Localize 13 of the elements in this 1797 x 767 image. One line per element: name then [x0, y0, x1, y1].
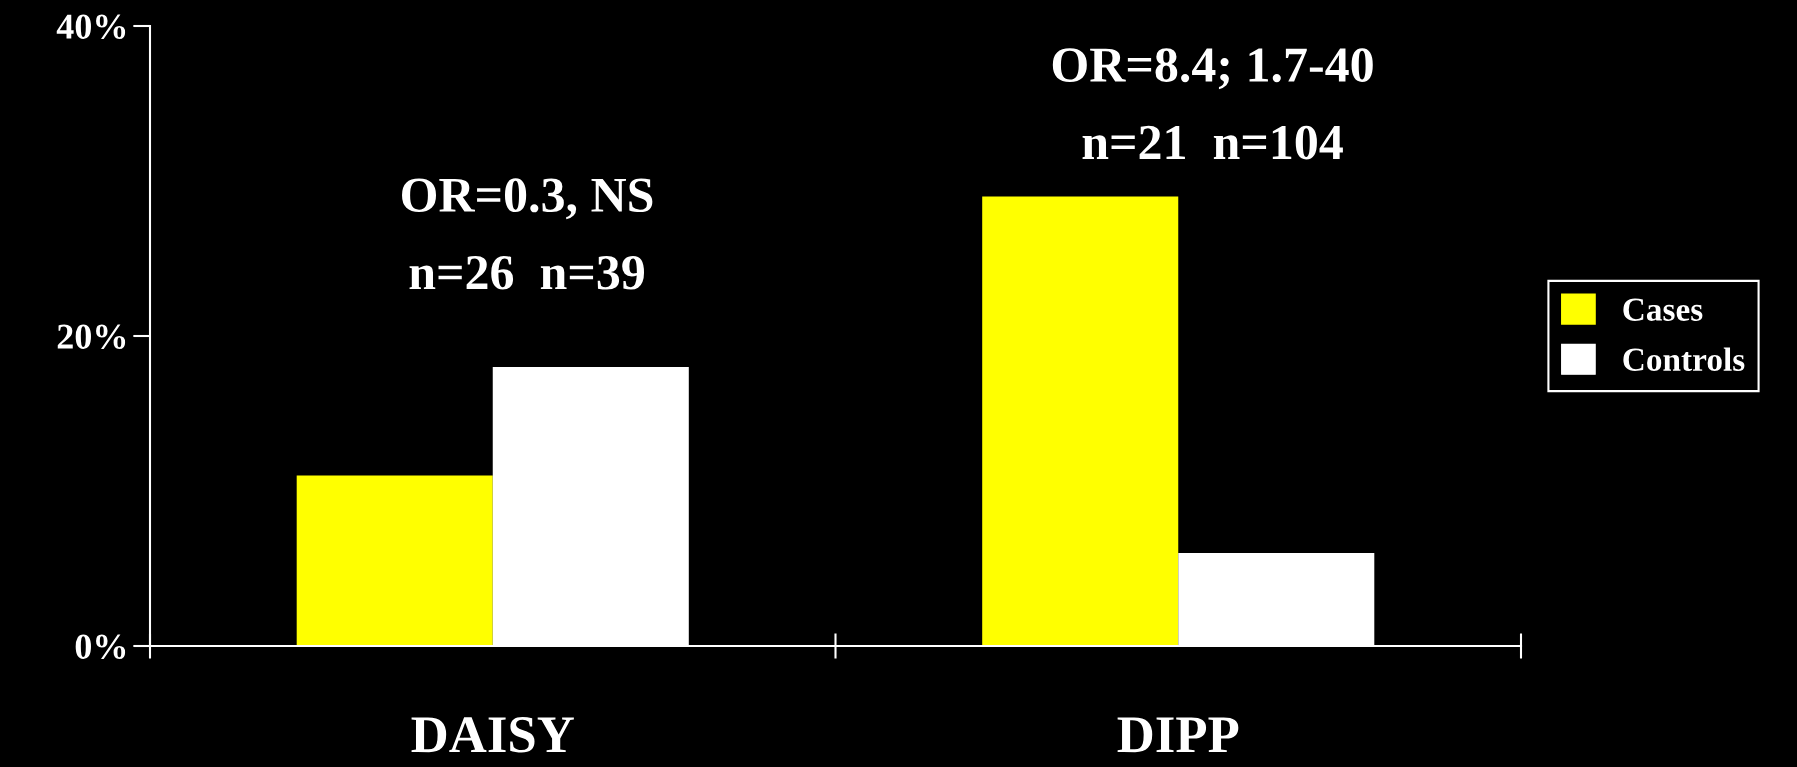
- bar: [296, 475, 493, 646]
- annotation: OR=8.4; 1.7-40: [1052, 48, 1373, 90]
- annotation: n=26 n=39: [409, 256, 645, 290]
- bar: [982, 196, 1179, 646]
- legend-label: Controls: [1623, 347, 1745, 371]
- y-tick-label: 40%: [56, 14, 126, 39]
- y-tick-label: 0%: [75, 634, 126, 659]
- x-tick-label: DIPP: [1117, 717, 1239, 753]
- annotation: OR=0.3, NS: [402, 178, 653, 220]
- y-tick-label: 20%: [57, 324, 126, 349]
- annotation: n=21 n=104: [1082, 125, 1343, 160]
- x-tick-label: DAISY: [411, 717, 574, 753]
- legend-label: Cases: [1623, 298, 1703, 321]
